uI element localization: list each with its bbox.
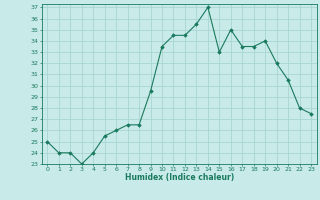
X-axis label: Humidex (Indice chaleur): Humidex (Indice chaleur) — [124, 173, 234, 182]
